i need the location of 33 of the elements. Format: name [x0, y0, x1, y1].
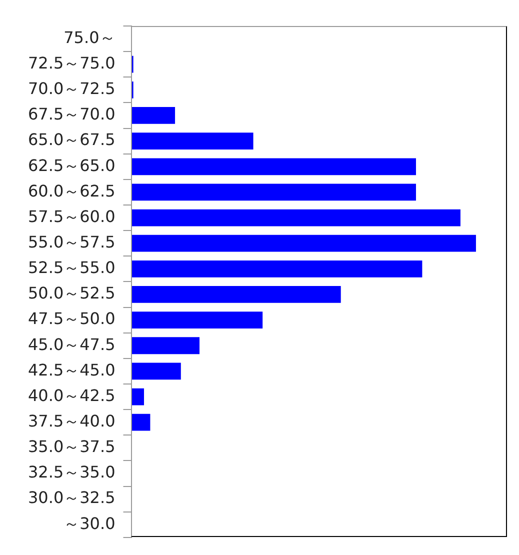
y-tick-label: 50.0～52.5 — [28, 284, 116, 303]
bar — [131, 184, 416, 201]
y-tick-label: 70.0～72.5 — [28, 79, 116, 98]
y-tick-label: 45.0～47.5 — [28, 334, 116, 354]
bar — [131, 388, 144, 406]
bar — [131, 158, 416, 176]
y-tick-label: 72.5～75.0 — [28, 54, 116, 73]
y-tick-label: 57.5～60.0 — [28, 206, 116, 226]
y-tick-label: 47.5～50.0 — [28, 309, 116, 328]
y-tick-label: 32.5～35.0 — [28, 462, 116, 482]
y-tick-label: 52.5～55.0 — [28, 258, 116, 278]
bar — [131, 362, 181, 380]
bar — [131, 107, 176, 124]
y-tick-label: 30.0～32.5 — [28, 488, 116, 508]
y-tick-label: ～30.0 — [64, 514, 116, 533]
bar — [131, 312, 263, 328]
y-tick-label: 37.5～40.0 — [28, 411, 116, 430]
bar — [131, 414, 150, 431]
bar — [131, 337, 200, 354]
y-tick-label: 65.0～67.5 — [28, 130, 116, 150]
y-tick-label: 42.5～45.0 — [28, 360, 116, 380]
bar — [131, 260, 422, 278]
bar — [131, 234, 476, 252]
y-tick-label: 40.0～42.5 — [28, 386, 116, 405]
y-tick-label: 35.0～37.5 — [28, 437, 116, 456]
y-tick-label: 67.5～70.0 — [28, 104, 116, 124]
y-tick-label: 62.5～65.0 — [28, 156, 116, 175]
bar — [131, 209, 460, 226]
y-tick-label: 55.0～57.5 — [28, 232, 116, 252]
bar — [131, 132, 254, 150]
bar — [131, 286, 341, 303]
y-tick-label: 75.0～ — [64, 28, 116, 47]
y-tick-label: 60.0～62.5 — [28, 181, 116, 200]
